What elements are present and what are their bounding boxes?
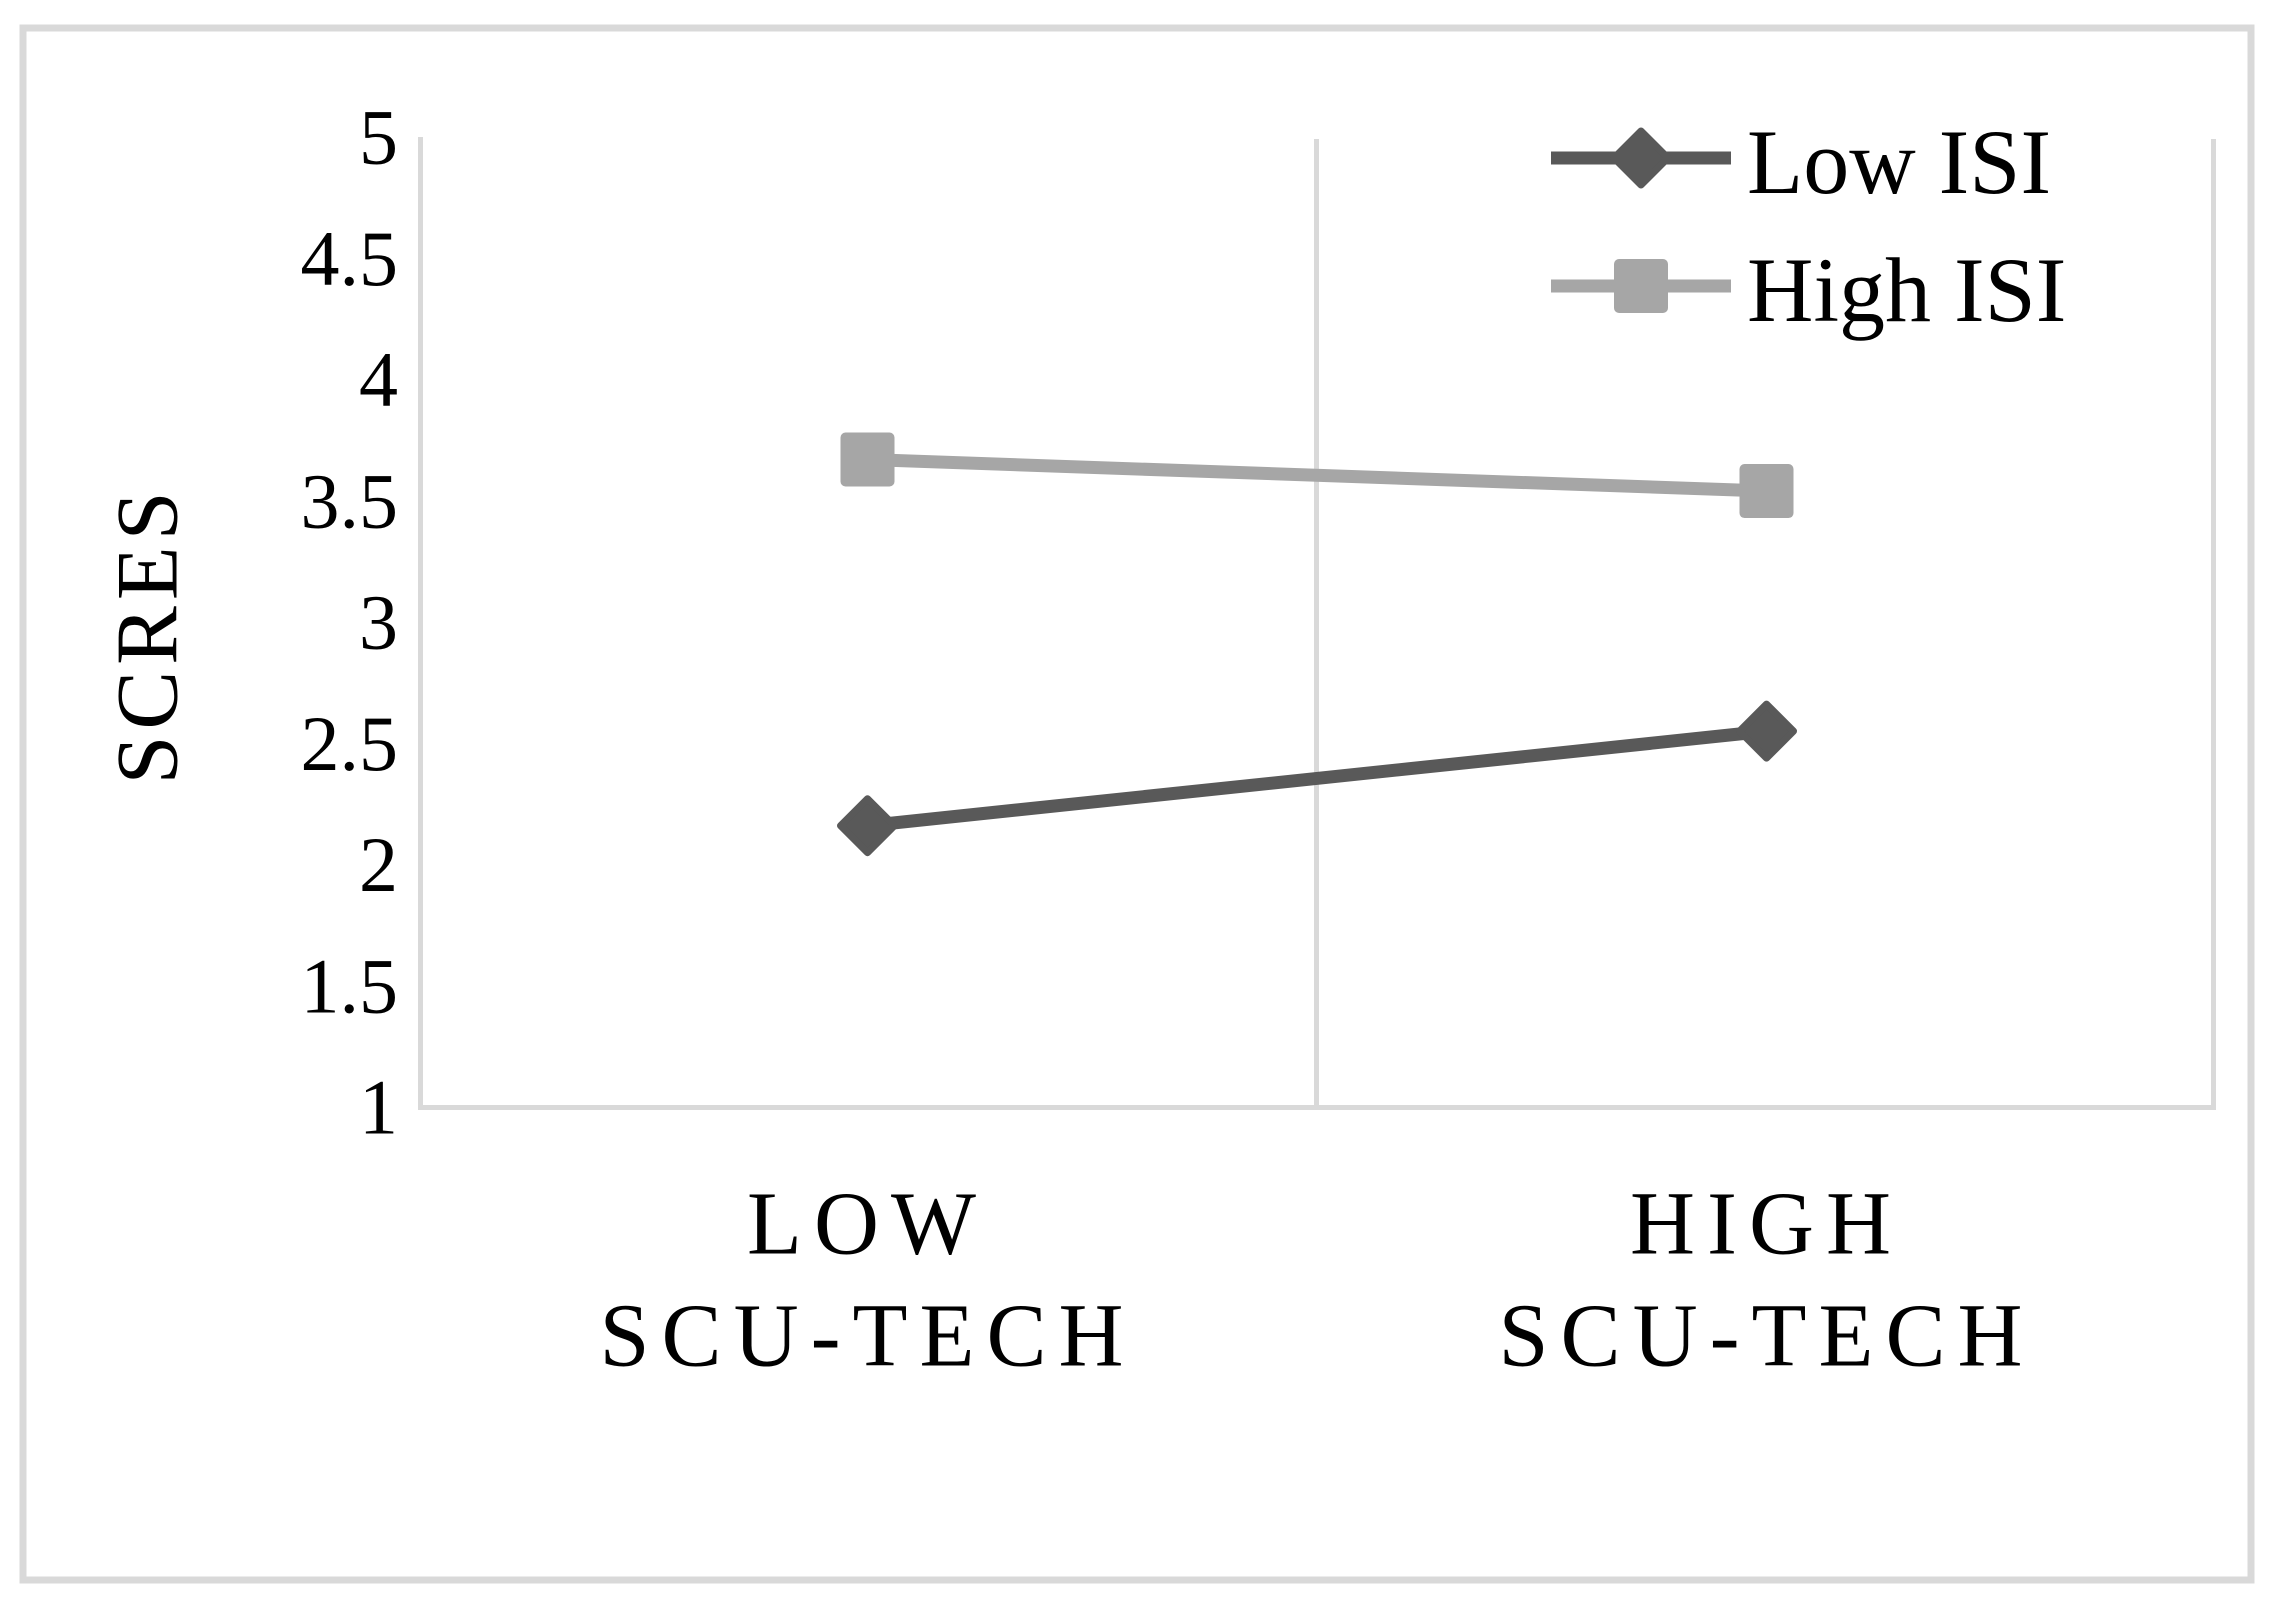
legend-item-high-isi: High ISI bbox=[1551, 239, 2066, 341]
x-category-label: SCU-TECH bbox=[599, 1287, 1135, 1386]
data-point-high-isi-1 bbox=[1739, 464, 1794, 519]
y-tick-label: 4 bbox=[359, 336, 398, 423]
y-tick-labels: 5 4.5 4 3.5 3 2.5 2 1.5 1 bbox=[301, 94, 399, 1151]
y-tick-label: 1 bbox=[359, 1064, 398, 1151]
x-category-label: LOW bbox=[747, 1175, 988, 1274]
series-layer bbox=[837, 432, 1797, 857]
x-category-label: HIGH bbox=[1630, 1175, 1903, 1274]
legend-label: High ISI bbox=[1747, 239, 2066, 341]
y-tick-label: 5 bbox=[359, 94, 398, 181]
y-tick-label: 3.5 bbox=[301, 457, 399, 544]
y-axis-title: SCRES bbox=[100, 485, 197, 784]
y-tick-label: 2 bbox=[359, 821, 398, 908]
data-point-low-isi-0 bbox=[837, 795, 898, 857]
y-tick-label: 4.5 bbox=[301, 215, 399, 302]
figure-border bbox=[19, 24, 2255, 1584]
x-category-label: SCU-TECH bbox=[1498, 1287, 2034, 1386]
y-tick-label: 1.5 bbox=[301, 942, 399, 1029]
y-tick-label: 3 bbox=[359, 579, 398, 666]
axes bbox=[418, 137, 2216, 1110]
y-tick-label: 2.5 bbox=[301, 700, 399, 787]
x-category-labels: LOW SCU-TECH HIGH SCU-TECH bbox=[599, 1175, 2034, 1386]
legend-item-low-isi: Low ISI bbox=[1551, 111, 2051, 213]
data-point-high-isi-0 bbox=[840, 432, 895, 487]
data-point-low-isi-1 bbox=[1736, 700, 1797, 762]
legend-marker-diamond bbox=[1610, 127, 1672, 189]
legend-label: Low ISI bbox=[1747, 111, 2051, 213]
legend: Low ISI High ISI bbox=[1551, 111, 2066, 341]
legend-marker-square bbox=[1614, 259, 1668, 313]
series-line-high-isi bbox=[867, 453, 1767, 498]
series-line-low-isi bbox=[866, 724, 1768, 833]
